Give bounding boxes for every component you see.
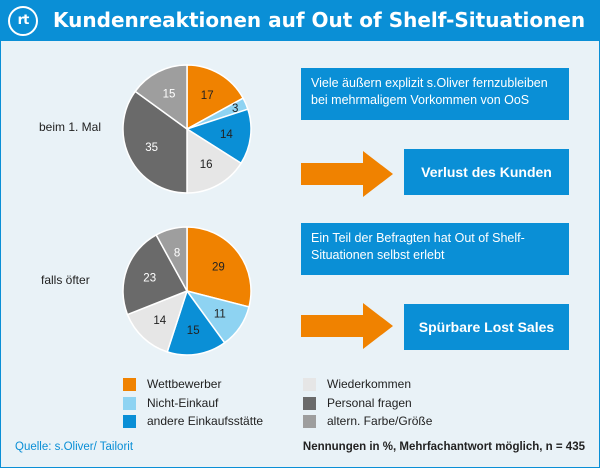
pie-slice [186,64,245,131]
legend-label: Wettbewerber [147,377,222,391]
pie-slice [186,226,252,308]
legend-swatch [123,397,136,410]
pie-data-label: 11 [214,308,226,320]
pie-data-label: 35 [145,142,158,154]
pie-slice [166,289,226,356]
pie-data-label: 14 [153,315,166,327]
legend-label: altern. Farbe/Größe [327,414,433,428]
legend-swatch [123,415,136,428]
page-title: Kundenreaktionen auf Out of Shelf-Situat… [53,8,586,32]
header-bar: rt Kundenreaktionen auf Out of Shelf-Sit… [1,1,600,41]
pie-label-first-time: beim 1. Mal [39,120,102,134]
pie-slice [155,226,188,292]
legend-label: Wiederkommen [327,377,412,391]
info-box-experience: Ein Teil der Befragten hat Out of Shelf-… [301,223,569,275]
pie-data-label: 8 [174,248,180,260]
legend-swatch [303,397,316,410]
arrow-right-icon [301,303,393,349]
pie-slice [185,108,252,165]
pie-data-label: 15 [187,325,200,337]
legend-swatch [303,378,316,391]
legend-swatch [123,378,136,391]
pie-slice [186,127,243,194]
legend-swatch [303,415,316,428]
pie-data-label: 3 [232,103,238,115]
pie-data-label: 29 [212,262,225,274]
pie-label-repeated: falls öfter [41,273,90,287]
rt-logo-icon: rt [8,6,38,36]
pie-slice [134,64,188,131]
source-note: Quelle: s.Oliver/ Tailorit [15,441,134,453]
info-box-loss: Viele äußern explizit s.Oliver fernzuble… [301,68,569,120]
legend-label: Nicht-Einkauf [147,396,219,410]
pie-data-label: 23 [143,273,156,285]
legend-label: andere Einkaufsstätte [147,414,264,428]
pie-data-label: 15 [163,89,176,101]
footnote: Nennungen in %, Mehrfachantwort möglich,… [302,441,585,453]
pie-data-label: 17 [201,90,214,102]
pie-slice [122,90,188,194]
pie-slice [126,289,189,353]
callout-customer-loss: Verlust des Kunden [404,149,569,195]
pie-data-label: 16 [200,159,213,171]
pie-data-label: 14 [220,129,233,141]
legend-label: Personal fragen [327,396,412,410]
callout-lost-sales: Spürbare Lost Sales [404,304,569,350]
arrow-right-icon [301,151,393,197]
pie-slice [122,233,189,316]
